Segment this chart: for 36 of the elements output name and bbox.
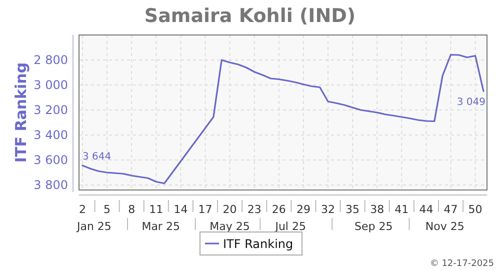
x-tick-label: 2 [79, 203, 86, 216]
x-tick-label: 47 [444, 203, 458, 216]
x2-tick-label: Sep 25 [354, 220, 393, 233]
x-tick-label: 5 [104, 203, 111, 216]
x-tick-label: 14 [174, 203, 188, 216]
x-tick-label: 32 [321, 203, 336, 216]
x-tick-label: 17 [198, 203, 212, 216]
y-tick-label: 2 800 [34, 53, 68, 67]
x-tick-label: 26 [272, 203, 286, 216]
chart-title: Samaira Kohli (IND) [144, 5, 356, 27]
text: © 12-17-2025 [430, 259, 494, 269]
x-tick-label: 8 [128, 203, 136, 216]
x-tick-label: 50 [468, 203, 482, 216]
x-tick-label: 29 [296, 203, 310, 216]
x-tick-label: 20 [222, 203, 237, 216]
x-tick-label: 23 [247, 203, 262, 216]
data-label: 3 049 [456, 97, 486, 108]
x-tick-label: 44 [419, 203, 434, 216]
y-axis-title: ITF Ranking [12, 62, 30, 163]
x-tick-label: 11 [149, 203, 164, 216]
x2-tick-label: Jul 25 [274, 220, 306, 233]
line-series [82, 54, 484, 184]
y-tick-label: 3 000 [34, 78, 68, 92]
x2-tick-label: Jan 25 [76, 220, 112, 233]
x2-tick-label: Mar 25 [142, 220, 180, 233]
legend-label: ITF Ranking [223, 237, 294, 251]
data-label: 3 644 [82, 152, 112, 162]
x-tick-label: 38 [370, 203, 384, 216]
y-tick-label: 3 600 [34, 153, 68, 167]
x-tick-label: 41 [394, 203, 409, 216]
x2-tick-label: Nov 25 [425, 220, 464, 233]
x-tick-label: 35 [346, 203, 360, 216]
x2-tick-label: May 25 [210, 220, 250, 233]
y-tick-label: 3 800 [34, 178, 68, 192]
y-tick-label: 3 400 [34, 128, 68, 142]
y-tick-label: 3 200 [34, 103, 68, 117]
